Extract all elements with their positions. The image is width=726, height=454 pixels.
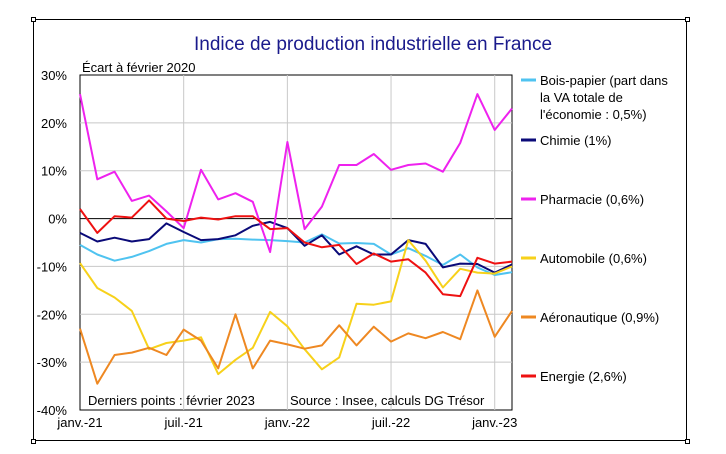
y-tick-label: 30% <box>41 68 67 83</box>
chart-subtitle: Écart à février 2020 <box>82 60 195 75</box>
x-tick-label: juil.-21 <box>164 415 203 430</box>
resize-handle-top-right[interactable] <box>685 17 690 22</box>
chart-frame <box>33 19 687 441</box>
y-tick-label: -40% <box>37 403 68 418</box>
legend-label-chimie: Chimie (1%) <box>540 133 612 148</box>
note-last-points: Derniers points : février 2023 <box>88 393 255 408</box>
y-tick-label: -20% <box>37 307 68 322</box>
chart-title: Indice de production industrielle en Fra… <box>194 34 552 55</box>
resize-handle-top-left[interactable] <box>31 17 36 22</box>
resize-handle-bottom-left[interactable] <box>31 439 36 444</box>
legend-label-energie: Energie (2,6%) <box>540 369 627 384</box>
resize-handle-bottom-right[interactable] <box>685 439 690 444</box>
series-line-chimie <box>79 220 513 274</box>
series-line-aeronautique <box>79 289 513 385</box>
y-tick-label: 10% <box>41 164 67 179</box>
x-tick-label: janv.-21 <box>56 415 102 430</box>
x-tick-label: janv.-22 <box>264 415 310 430</box>
x-tick-label: janv.-23 <box>471 415 517 430</box>
legend-label-bois-papier-part-dans: Bois-papier (part dans <box>540 73 668 88</box>
legend-label-automobile: Automobile (0,6%) <box>540 251 647 266</box>
y-tick-label: 20% <box>41 116 67 131</box>
legend-label-bois-papier-part-dans: la VA totale de <box>540 90 623 105</box>
y-tick-label: 0% <box>48 212 67 227</box>
legend-label-pharmacie: Pharmacie (0,6%) <box>540 192 644 207</box>
series-line-energie <box>79 199 513 298</box>
legend-label-aeronautique: Aéronautique (0,9%) <box>540 310 659 325</box>
legend-label-bois-papier-part-dans: l'économie : 0,5%) <box>540 107 647 122</box>
series-line-pharmacie <box>79 93 513 254</box>
x-tick-label: juil.-22 <box>371 415 410 430</box>
y-tick-label: -30% <box>37 355 68 370</box>
y-tick-label: -10% <box>37 259 68 274</box>
note-source: Source : Insee, calculs DG Trésor <box>290 393 485 408</box>
